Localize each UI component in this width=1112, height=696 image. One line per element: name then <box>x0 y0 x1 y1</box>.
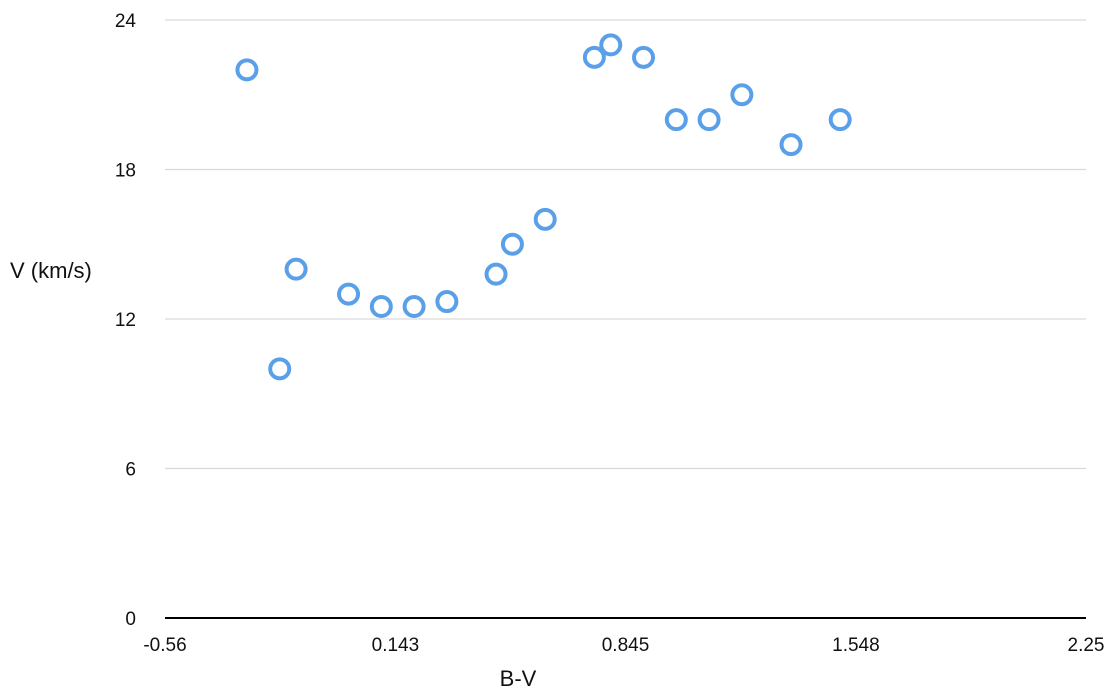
data-point <box>435 290 459 314</box>
y-axis-title: V (km/s) <box>10 258 92 283</box>
x-tick-label: 0.845 <box>602 635 650 656</box>
data-points <box>235 33 852 381</box>
y-tick-label: 6 <box>125 460 136 481</box>
data-point <box>235 58 259 82</box>
data-point <box>697 108 721 132</box>
y-tick-label: 18 <box>115 161 136 182</box>
x-tick-label: 1.548 <box>832 635 880 656</box>
data-point <box>284 257 308 281</box>
data-point <box>730 83 754 107</box>
x-axis-title: B-V <box>500 666 537 691</box>
gridlines <box>165 19 1086 470</box>
data-point <box>664 108 688 132</box>
data-point <box>582 45 606 69</box>
x-tick-label: 0.143 <box>372 635 420 656</box>
x-tick-label: 2.25 <box>1068 635 1105 656</box>
data-point <box>369 295 393 319</box>
y-tick-label: 24 <box>115 11 137 32</box>
data-point <box>779 133 803 157</box>
y-tick-labels: 0 6 12 18 24 <box>115 11 137 630</box>
data-point <box>632 45 656 69</box>
data-point <box>402 295 426 319</box>
data-point <box>599 33 623 57</box>
data-point <box>533 207 557 231</box>
y-tick-label: 0 <box>125 609 136 630</box>
data-point <box>337 282 361 306</box>
data-point <box>268 357 292 381</box>
data-point <box>500 232 524 256</box>
data-point <box>828 108 852 132</box>
x-tick-labels: -0.56 0.143 0.845 1.548 2.25 <box>143 635 1104 656</box>
data-point <box>484 262 508 286</box>
x-tick-label: -0.56 <box>143 635 186 656</box>
y-tick-label: 12 <box>115 310 136 331</box>
